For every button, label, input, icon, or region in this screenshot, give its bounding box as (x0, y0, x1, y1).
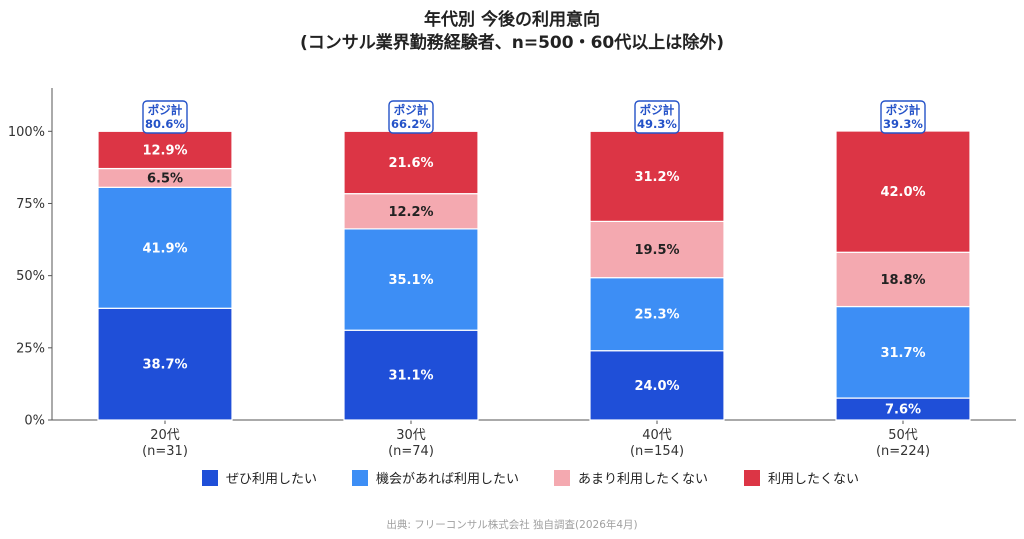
chart-subtitle: (コンサル業界勤務経験者、n=500・60代以上は除外) (300, 32, 724, 53)
segment-value-label: 21.6% (388, 156, 433, 171)
posi-total-value: 80.6% (145, 117, 185, 131)
segment-value-label: 31.7% (880, 346, 925, 361)
x-tick-label: 20代 (150, 428, 180, 443)
legend: ぜひ利用したい 機会があれば利用したい あまり利用したくない 利用したくない (202, 470, 859, 487)
legend-entry: あまり利用したくない (578, 472, 708, 487)
bar-segment (343, 228, 479, 331)
bar-segment (97, 186, 233, 309)
chart-title: 年代別 今後の利用意向 (424, 9, 600, 30)
bar-segment (97, 130, 233, 170)
segment-value-label: 6.5% (147, 171, 183, 186)
segment-value-label: 31.1% (388, 369, 433, 384)
posi-total-value: 39.3% (883, 117, 923, 131)
segment-value-label: 12.9% (142, 143, 187, 158)
segment-value-label: 18.8% (880, 273, 925, 288)
bar-segment (589, 220, 725, 279)
bars: 38.7% 41.9% 6.5% 12.9% 31.1% 35.1% 12.2% 21.6% 2… (97, 130, 971, 421)
posi-total-badge (142, 100, 188, 134)
segment-value-label: 7.6% (885, 403, 921, 418)
y-tick-label: 25% (16, 341, 45, 356)
posi-total-label: ポジ計 (394, 103, 429, 117)
legend-entry: 機会があれば利用したい (376, 472, 519, 487)
legend-swatch (352, 470, 368, 486)
x-tick-sample-size: (n=31) (142, 444, 188, 459)
bar-segment (835, 305, 971, 399)
posi-total-badge (388, 100, 434, 134)
bar-segment (343, 193, 479, 230)
segment-value-label: 12.2% (388, 205, 433, 220)
bar-segment (835, 130, 971, 253)
legend-swatch (744, 470, 760, 486)
bar-segment (835, 251, 971, 308)
legend-entry: 利用したくない (768, 472, 859, 487)
y-tick-label: 50% (16, 269, 45, 284)
x-tick-label: 30代 (396, 428, 426, 443)
x-tick-label: 40代 (642, 428, 672, 443)
legend-swatch (554, 470, 570, 486)
source-note: 出典: フリーコンサル株式会社 独自調査(2026年4月) (386, 518, 637, 531)
segment-value-label: 41.9% (142, 241, 187, 256)
segment-value-label: 42.0% (880, 185, 925, 200)
segment-value-label: 38.7% (142, 358, 187, 373)
bar-segment (343, 329, 479, 421)
bar-segment (589, 130, 725, 222)
bar-segment (589, 277, 725, 352)
posi-total-value: 66.2% (391, 117, 431, 131)
x-tick-sample-size: (n=154) (630, 444, 684, 459)
posi-total-badge (634, 100, 680, 134)
segment-value-label: 25.3% (634, 308, 679, 323)
bar-segment (589, 350, 725, 421)
legend-entry: ぜひ利用したい (226, 472, 317, 487)
posi-total-label: ポジ計 (886, 103, 921, 117)
y-tick-label: 100% (8, 125, 45, 140)
segment-value-label: 31.2% (634, 170, 679, 185)
posi-total-value: 49.3% (637, 117, 677, 131)
bar-segment (343, 130, 479, 195)
y-tick-label: 75% (16, 197, 45, 212)
segment-value-label: 19.5% (634, 243, 679, 258)
posi-total-badge (880, 100, 926, 134)
legend-swatch (202, 470, 218, 486)
y-tick-label: 0% (24, 414, 45, 429)
segment-value-label: 35.1% (388, 273, 433, 288)
x-tick-label: 50代 (888, 428, 918, 443)
x-tick-sample-size: (n=74) (388, 444, 434, 459)
x-tick-sample-size: (n=224) (876, 444, 930, 459)
segment-value-label: 24.0% (634, 379, 679, 394)
posi-total-label: ポジ計 (640, 103, 675, 117)
posi-total-label: ポジ計 (148, 103, 183, 117)
